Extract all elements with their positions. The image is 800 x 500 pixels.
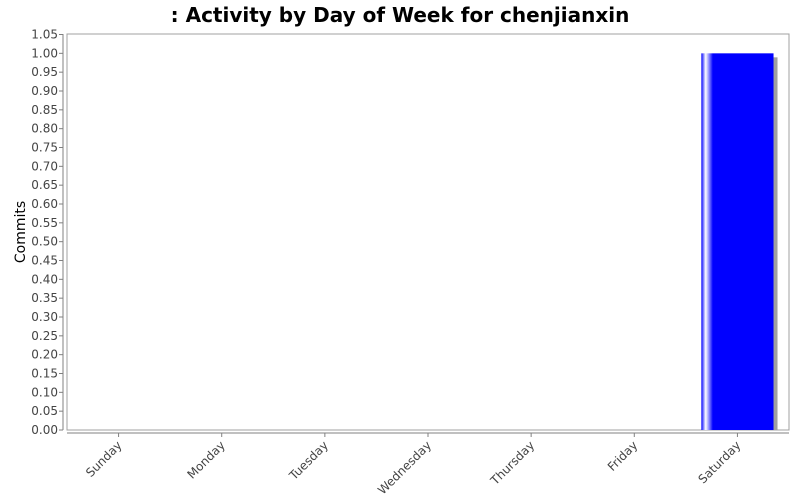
x-tick-label: Tuesday <box>286 438 331 483</box>
x-tick-label: Wednesday <box>375 438 434 497</box>
y-tick-label: 1.05 <box>31 28 58 42</box>
y-tick-label: 0.75 <box>31 141 58 155</box>
y-tick-label: 0.05 <box>31 404 58 418</box>
y-tick-label: 0.45 <box>31 254 58 268</box>
y-tick-label: 0.80 <box>31 122 58 136</box>
bar-saturday <box>701 53 774 430</box>
y-tick-label: 0.95 <box>31 65 58 79</box>
chart-title: : Activity by Day of Week for chenjianxi… <box>171 3 630 27</box>
y-tick-label: 0.10 <box>31 385 58 399</box>
bars-group <box>701 53 778 430</box>
y-tick-label: 0.35 <box>31 291 58 305</box>
x-tick-label: Sunday <box>83 438 125 480</box>
y-tick-label: 1.00 <box>31 46 58 60</box>
y-tick-label: 0.85 <box>31 103 58 117</box>
y-tick-label: 0.30 <box>31 310 58 324</box>
x-axis: Sunday Monday Tuesday Wednesday Thursday Frid… <box>67 432 789 497</box>
y-tick-label: 0.20 <box>31 348 58 362</box>
x-tick-label: Saturday <box>695 438 743 486</box>
y-tick-label: 0.60 <box>31 197 58 211</box>
y-tick-label: 0.15 <box>31 367 58 381</box>
x-tick-label: Friday <box>605 438 641 474</box>
y-tick-label: 0.90 <box>31 84 58 98</box>
plot-area <box>66 33 790 431</box>
x-tick-label: Thursday <box>487 438 537 488</box>
y-tick-label: 0.40 <box>31 272 58 286</box>
y-tick-label: 0.70 <box>31 159 58 173</box>
y-tick-label: 0.50 <box>31 235 58 249</box>
y-tick-label: 0.55 <box>31 216 58 230</box>
y-tick-label: 0.25 <box>31 329 58 343</box>
x-tick-label: Monday <box>184 438 227 481</box>
y-tick-label: 0.00 <box>31 423 58 437</box>
y-axis-label: Commits <box>13 201 29 263</box>
y-axis: 0.00 0.05 0.10 0.15 0.20 0.25 0.30 0.35 0.40 0.45… <box>31 28 64 437</box>
y-tick-label: 0.65 <box>31 178 58 192</box>
